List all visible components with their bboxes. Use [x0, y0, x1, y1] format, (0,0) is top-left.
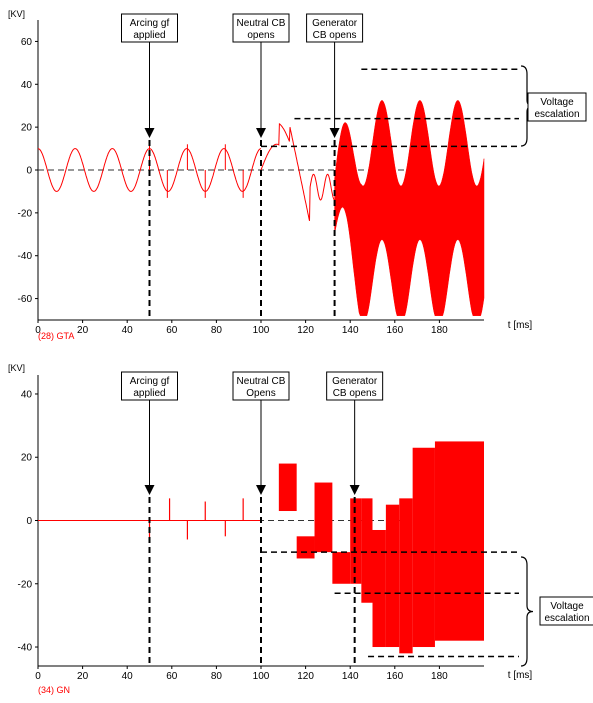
waveform-block	[332, 552, 351, 584]
x-tick-label: 180	[431, 671, 448, 682]
escalation-label: Voltage	[540, 97, 574, 108]
x-tick-label: 160	[386, 325, 403, 336]
annotation-label: Arcing gf	[130, 18, 170, 29]
annotation-label: CB opens	[313, 30, 357, 41]
x-tick-label: 180	[431, 325, 448, 336]
x-tick-label: 60	[166, 671, 178, 682]
annotation-label: Arcing gf	[130, 376, 170, 387]
y-tick-label: 60	[21, 37, 33, 48]
x-tick-label: 20	[77, 671, 89, 682]
waveform-block	[372, 529, 386, 648]
waveform-block	[350, 498, 362, 584]
y-axis-label: [KV]	[8, 9, 25, 19]
chart-gn: 40 20 0 -20 -40 0 20 40 60 80 100 120 140 160 180 [KV] t…	[8, 363, 593, 695]
annotation-arrowhead	[329, 128, 340, 138]
escalation-label: escalation	[534, 109, 579, 120]
y-tick-label: 0	[26, 166, 32, 177]
waveform-block	[278, 463, 297, 512]
x-tick-label: 100	[253, 671, 270, 682]
y-tick-label: 0	[26, 516, 32, 527]
escalation-label: escalation	[544, 613, 589, 624]
chart-caption: (28) GTA	[38, 331, 74, 341]
waveform-block	[314, 482, 333, 553]
waveform-block	[412, 447, 435, 648]
x-tick-label: 40	[122, 325, 134, 336]
annotation-arrowhead	[144, 128, 155, 138]
waveform-escalation	[334, 100, 485, 316]
waveform-block	[296, 536, 315, 559]
x-tick-label: 80	[211, 671, 223, 682]
x-tick-label: 160	[386, 671, 403, 682]
x-tick-label: 40	[122, 671, 134, 682]
y-axis-label: [KV]	[8, 363, 25, 373]
x-tick-label: 0	[35, 325, 41, 336]
escalation-brace	[520, 556, 534, 667]
annotation-label: Opens	[246, 388, 275, 399]
escalation-label-box	[539, 596, 593, 626]
escalation-label: Voltage	[550, 601, 584, 612]
x-tick-label: 120	[297, 325, 314, 336]
annotation-box	[326, 371, 384, 401]
annotation-arrowhead	[144, 485, 155, 495]
y-tick-label: -60	[18, 294, 33, 305]
x-tick-label: 80	[211, 325, 223, 336]
chart-caption: (34) GN	[38, 685, 70, 695]
y-tick-label: 20	[21, 453, 33, 464]
y-tick-label: -40	[18, 643, 33, 654]
annotation-label: Neutral CB	[237, 18, 286, 29]
x-tick-label: 100	[253, 325, 270, 336]
annotation-box	[232, 371, 290, 401]
x-tick-label: 140	[342, 671, 359, 682]
annotation-label: Neutral CB	[237, 376, 286, 387]
x-tick-label: 120	[297, 671, 314, 682]
waveform-block	[385, 504, 400, 648]
annotation-arrowhead	[349, 485, 360, 495]
x-axis-label: t [ms]	[508, 320, 533, 331]
annotation-label: applied	[133, 388, 165, 399]
annotation-arrowhead	[256, 128, 266, 138]
x-tick-label: 20	[77, 325, 89, 336]
y-tick-label: -40	[18, 251, 33, 262]
y-tick-label: 40	[21, 389, 33, 400]
escalation-label-box	[527, 92, 587, 122]
waveform-block	[399, 498, 413, 654]
x-axis-label: t [ms]	[508, 670, 533, 681]
waveform-block	[434, 441, 484, 641]
y-tick-label: 20	[21, 123, 33, 134]
annotation-box	[306, 13, 364, 43]
x-tick-label: 0	[35, 671, 41, 682]
waveform-block	[361, 498, 373, 603]
chart-gta: 60 40 20 0 -20 -40 -60 0 20 40 60 80 100 120 140 160 180…	[8, 9, 587, 341]
annotation-label: CB opens	[333, 388, 377, 399]
annotation-arrowhead	[256, 485, 266, 495]
annotation-label: applied	[133, 30, 165, 41]
annotation-box	[232, 13, 290, 43]
x-tick-label: 140	[342, 325, 359, 336]
y-tick-label: 40	[21, 80, 33, 91]
y-tick-label: -20	[18, 579, 33, 590]
annotation-label: Generator	[332, 376, 378, 387]
y-tick-label: -20	[18, 208, 33, 219]
annotation-box	[121, 371, 178, 401]
annotation-label: opens	[247, 30, 274, 41]
annotation-label: Generator	[312, 18, 358, 29]
x-tick-label: 60	[166, 325, 178, 336]
